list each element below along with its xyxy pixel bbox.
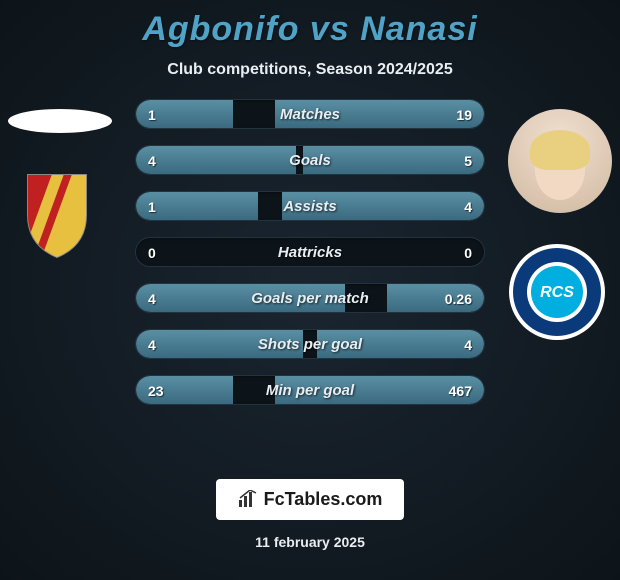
stat-row: 44Shots per goal — [135, 329, 485, 359]
brand-box: FcTables.com — [216, 479, 405, 520]
brand-icon — [238, 490, 260, 508]
stat-row: 00Hattricks — [135, 237, 485, 267]
brand-text: FcTables.com — [264, 489, 383, 509]
player-right-avatar — [508, 109, 612, 213]
left-club-badge — [8, 163, 106, 261]
stat-label: Goals per match — [136, 284, 484, 313]
stat-row: 40.26Goals per match — [135, 283, 485, 313]
stat-label: Matches — [136, 100, 484, 129]
stat-row: 119Matches — [135, 99, 485, 129]
player-left-column — [8, 109, 112, 261]
stat-label: Hattricks — [136, 238, 484, 267]
stat-row: 14Assists — [135, 191, 485, 221]
content-area: RCS 119Matches 45Goals 14Assists 00Hattrick… — [0, 99, 620, 439]
stat-row: 23467Min per goal — [135, 375, 485, 405]
player-right-hair — [530, 130, 590, 170]
date-text: 11 february 2025 — [0, 534, 620, 550]
footer: FcTables.com 11 february 2025 — [0, 479, 620, 550]
player-right-column: RCS — [508, 109, 612, 341]
stat-label: Assists — [136, 192, 484, 221]
comparison-subtitle: Club competitions, Season 2024/2025 — [0, 61, 620, 79]
player-right-head — [535, 140, 585, 200]
right-club-badge: RCS — [508, 243, 606, 341]
stat-label: Goals — [136, 146, 484, 175]
player-left-avatar — [8, 109, 112, 133]
stats-list: 119Matches 45Goals 14Assists 00Hattricks 40.… — [135, 99, 485, 421]
comparison-title: Agbonifo vs Nanasi — [0, 10, 620, 49]
stat-label: Min per goal — [136, 376, 484, 405]
stat-row: 45Goals — [135, 145, 485, 175]
svg-text:RCS: RCS — [540, 284, 574, 301]
header: Agbonifo vs Nanasi Club competitions, Se… — [0, 0, 620, 79]
stat-label: Shots per goal — [136, 330, 484, 359]
